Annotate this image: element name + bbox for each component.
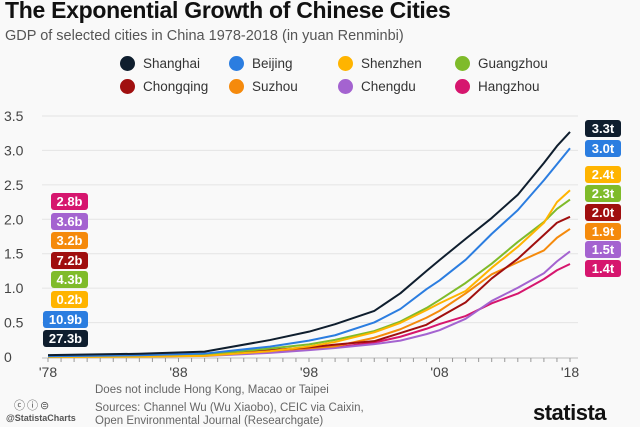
legend-label: Shanghai bbox=[143, 56, 201, 71]
y-tick-label: 3.0 bbox=[4, 142, 24, 158]
legend-item-chengdu: Chengdu bbox=[338, 79, 416, 94]
start-label-beijing: 10.9b bbox=[43, 310, 88, 328]
legend-label: Shenzhen bbox=[361, 56, 422, 71]
start-label-suzhou: 3.2b bbox=[51, 232, 88, 250]
end-label-guangzhou: 2.3t bbox=[585, 185, 621, 202]
start-label-shanghai: 27.3b bbox=[43, 330, 88, 348]
start-label-guangzhou: 4.3b bbox=[51, 271, 88, 289]
legend-label: Guangzhou bbox=[478, 56, 548, 71]
chart-subtitle: GDP of selected cities in China 1978-201… bbox=[5, 28, 404, 44]
series-line-suzhou bbox=[47, 228, 571, 358]
legend-dot-icon bbox=[455, 56, 470, 71]
legend-dot-icon bbox=[120, 56, 135, 71]
legend-dot-icon bbox=[229, 79, 244, 94]
legend-label: Chengdu bbox=[361, 79, 416, 94]
y-tick-label: 2.5 bbox=[4, 177, 24, 193]
y-tick-label: 2.0 bbox=[4, 211, 24, 227]
legend-dot-icon bbox=[229, 56, 244, 71]
x-tick-label: '98 bbox=[300, 364, 318, 380]
series-line-beijing bbox=[47, 147, 571, 358]
legend-label: Hangzhou bbox=[478, 79, 540, 94]
cc-license-icon: ⓒⓘ⊜ bbox=[14, 400, 52, 412]
series-line-chongqing bbox=[47, 215, 571, 358]
legend-dot-icon bbox=[338, 56, 353, 71]
end-label-shanghai: 3.3t bbox=[585, 120, 621, 137]
statista-handle[interactable]: @StatistaCharts bbox=[6, 413, 76, 423]
start-label-chongqing: 7.2b bbox=[51, 251, 88, 269]
x-tick-label: '78 bbox=[39, 364, 57, 380]
end-label-shenzhen: 2.4t bbox=[585, 166, 621, 183]
legend-item-suzhou: Suzhou bbox=[229, 79, 298, 94]
series-line-shanghai bbox=[47, 131, 571, 357]
y-tick-label: 3.5 bbox=[4, 108, 24, 124]
x-tick-label: '08 bbox=[430, 364, 448, 380]
legend-item-shanghai: Shanghai bbox=[120, 56, 200, 71]
series-line-shenzhen bbox=[47, 189, 571, 358]
legend-label: Beijing bbox=[252, 56, 293, 71]
x-tick-label: '18 bbox=[561, 364, 579, 380]
chart-title: The Exponential Growth of Chinese Cities bbox=[5, 0, 451, 23]
y-tick-label: 0.5 bbox=[4, 315, 24, 331]
y-tick-label: 1.0 bbox=[4, 280, 24, 296]
legend-item-hangzhou: Hangzhou bbox=[455, 79, 540, 94]
end-label-beijing: 3.0t bbox=[585, 140, 621, 157]
legend-item-shenzhen: Shenzhen bbox=[338, 56, 422, 71]
exclusion-note: Does not include Hong Kong, Macao or Tai… bbox=[95, 384, 329, 396]
x-tick-label: '88 bbox=[169, 364, 187, 380]
y-tick-label: 0 bbox=[4, 349, 12, 365]
legend-item-chongqing: Chongqing bbox=[120, 79, 208, 94]
series-line-guangzhou bbox=[47, 198, 571, 358]
sources-line-1: Sources: Channel Wu (Wu Xiaobo), CEIC vi… bbox=[95, 402, 364, 414]
legend-dot-icon bbox=[455, 79, 470, 94]
legend-item-beijing: Beijing bbox=[229, 56, 293, 71]
start-label-shenzhen: 0.2b bbox=[51, 291, 88, 308]
start-label-chengdu: 3.6b bbox=[51, 212, 88, 230]
end-label-suzhou: 1.9t bbox=[585, 223, 621, 240]
legend-dot-icon bbox=[338, 79, 353, 94]
statista-logo: statista bbox=[533, 400, 607, 425]
end-label-chengdu: 1.5t bbox=[585, 241, 621, 258]
y-tick-label: 1.5 bbox=[4, 246, 24, 262]
legend-label: Suzhou bbox=[252, 79, 298, 94]
legend-item-guangzhou: Guangzhou bbox=[455, 56, 548, 71]
start-label-hangzhou: 2.8b bbox=[51, 193, 88, 210]
end-label-hangzhou: 1.4t bbox=[585, 260, 621, 277]
legend-dot-icon bbox=[120, 79, 135, 94]
legend-label: Chongqing bbox=[143, 79, 209, 94]
sources-line-2: Open Environmental Journal (Researchgate… bbox=[95, 415, 324, 427]
end-label-chongqing: 2.0t bbox=[585, 204, 621, 221]
